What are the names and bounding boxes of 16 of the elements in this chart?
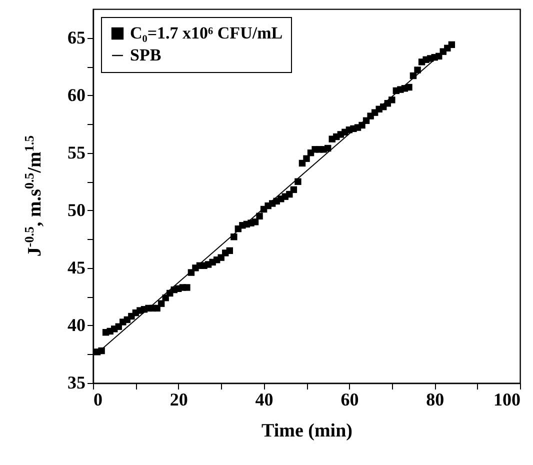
y-tick-label: 45 bbox=[68, 257, 86, 278]
x-tick-label: 100 bbox=[494, 390, 520, 410]
y-tick-label: 50 bbox=[68, 200, 86, 220]
y-tick-label: 35 bbox=[68, 372, 86, 392]
x-tick-label: 60 bbox=[340, 390, 359, 410]
x-tick-label: 0 bbox=[94, 390, 102, 410]
y-tick-label: 65 bbox=[68, 27, 86, 48]
x-tick-label: 40 bbox=[255, 390, 274, 410]
x-axis-title: Time (min) bbox=[262, 420, 352, 442]
y-tick-label: 40 bbox=[68, 314, 86, 335]
legend-label: SPB bbox=[130, 46, 162, 64]
y-tick-label: 60 bbox=[68, 84, 86, 105]
y-tick-label: 55 bbox=[68, 142, 86, 162]
x-tick-label: 20 bbox=[170, 390, 188, 410]
legend-label: C₀=1.7 x10⁶ CFU/mL bbox=[130, 24, 283, 42]
x-tick-label: 80 bbox=[426, 390, 444, 410]
